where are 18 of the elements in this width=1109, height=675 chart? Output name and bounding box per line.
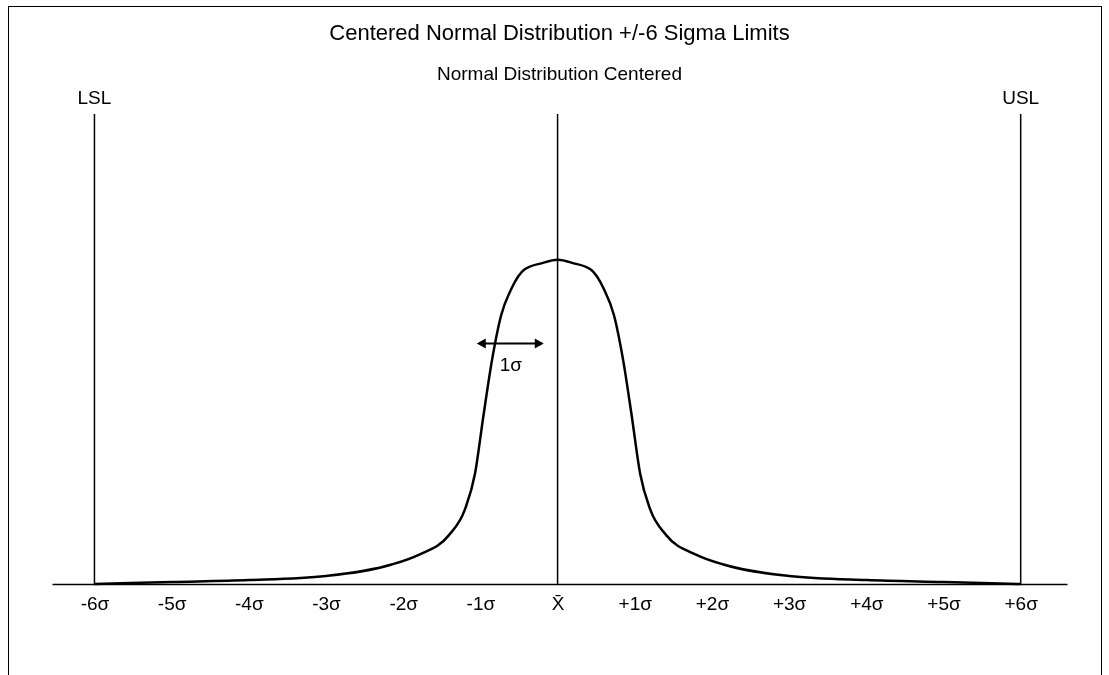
x-tick-label: -4σ bbox=[235, 592, 264, 614]
x-tick-label: -5σ bbox=[157, 592, 187, 614]
annotation: 1σ bbox=[499, 354, 523, 376]
x-tick-label: +1σ bbox=[618, 592, 653, 614]
x-tick-label: +5σ bbox=[927, 592, 961, 614]
x-tick-label: +3σ bbox=[772, 592, 807, 614]
x-tick-label: -6σ bbox=[80, 592, 110, 614]
x-tick-label: +2σ bbox=[695, 592, 730, 614]
chart-subtitle: Normal Distribution Centered bbox=[437, 63, 682, 84]
x-tick-label: +6σ bbox=[1004, 592, 1039, 614]
x-tick-label: -3σ bbox=[312, 592, 342, 614]
x-tick-label: X̄ bbox=[551, 592, 565, 614]
x-tick-label: -2σ bbox=[389, 592, 419, 614]
ref-line-label: LSL bbox=[77, 87, 112, 108]
x-tick-label: +4σ bbox=[850, 592, 884, 614]
chart-title: Centered Normal Distribution +/-6 Sigma Limits bbox=[329, 20, 790, 45]
x-tick-label: -1σ bbox=[466, 592, 496, 614]
ref-line-label: USL bbox=[1002, 87, 1040, 108]
